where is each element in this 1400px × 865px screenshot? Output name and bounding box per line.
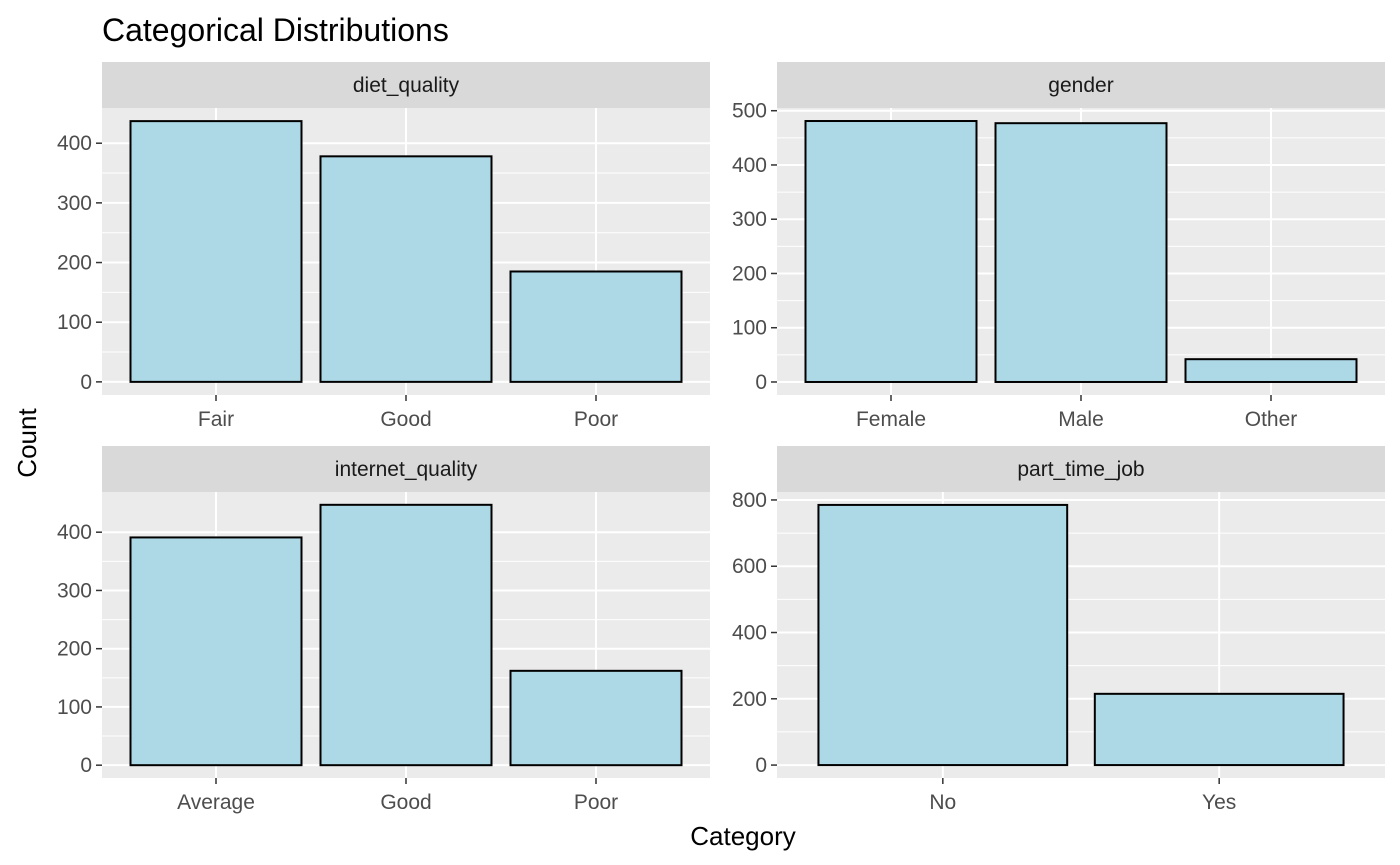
facet-panel-internet-quality: internet_quality 0 100 200 300 400 Average Good… [57,446,710,814]
bar-no [817,503,1069,767]
bar-good [319,503,493,767]
chart-title: Categorical Distributions [102,12,449,48]
y-tick-label: 400 [57,521,92,544]
bar-poor [509,669,683,767]
bar-yes [1093,692,1345,767]
y-tick-label: 200 [57,638,92,661]
y-tick-label: 200 [732,688,767,711]
facet-strip [102,62,710,108]
y-tick-label: 200 [57,252,92,275]
y-tick-label: 300 [57,192,92,215]
y-tick-label: 0 [80,754,92,777]
y-tick-label: 400 [57,132,92,155]
x-tick-label: Fair [198,408,234,431]
x-tick-label: Other [1245,408,1298,431]
x-tick-label: Good [380,791,431,814]
x-tick-label: Yes [1202,791,1236,814]
bar-poor [509,270,683,383]
y-tick-label: 300 [732,208,767,231]
y-tick-label: 200 [732,262,767,285]
y-tick-label: 400 [732,154,767,177]
y-axis-title: Count [12,408,42,478]
y-tick-label: 400 [732,622,767,645]
y-tick-label: 800 [732,489,767,512]
x-tick-label: Average [177,791,255,814]
y-tick-label: 100 [732,317,767,340]
x-tick-label: Male [1058,408,1104,431]
y-tick-label: 100 [57,311,92,334]
bar-good [319,155,493,383]
y-tick-label: 300 [57,579,92,602]
bar-other [1184,358,1358,383]
facet-strip [102,446,710,492]
bar-fair [129,120,303,383]
bar-average [129,536,303,767]
y-tick-label: 0 [80,371,92,394]
x-tick-label: Good [380,408,431,431]
facet-strip-label: part_time_job [1017,458,1144,481]
x-tick-label: Poor [574,408,618,431]
x-axis-title: Category [690,821,796,851]
facet-panel-gender: gender 0 100 200 300 400 500 Female Male Other [732,62,1385,431]
y-tick-label: 500 [732,100,767,123]
bar-male [994,122,1168,383]
x-tick-label: Female [856,408,926,431]
x-tick-label: No [929,791,956,814]
facet-strip-label: gender [1048,74,1113,97]
facet-strip-label: internet_quality [335,458,478,481]
y-tick-label: 600 [732,555,767,578]
bar-female [804,120,978,383]
facet-panel-diet-quality: diet_quality 0 100 200 300 400 Fair Good Poor [57,62,710,431]
y-tick-label: 0 [755,371,767,394]
facet-strip-label: diet_quality [353,74,460,97]
facet-strip [777,446,1385,492]
y-tick-label: 0 [755,754,767,777]
x-tick-label: Poor [574,791,618,814]
facet-panel-part-time-job: part_time_job 0 200 400 600 800 No Yes [732,446,1385,814]
facet-panels: diet_quality 0 100 200 300 400 Fair Good Poor gen… [57,62,1385,814]
facet-strip [777,62,1385,108]
y-tick-label: 100 [57,696,92,719]
